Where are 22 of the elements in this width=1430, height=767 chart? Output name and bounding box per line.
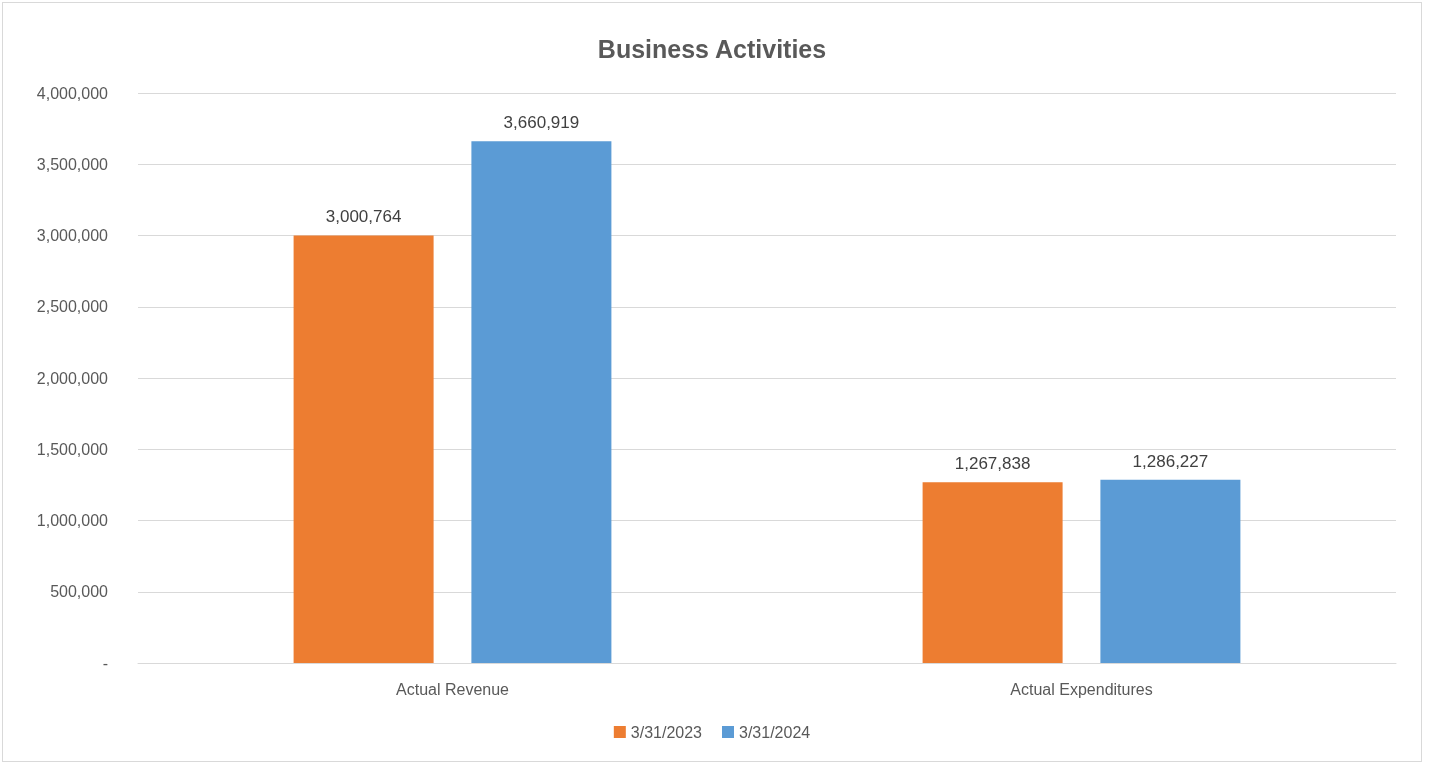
y-tick-label: 2,000,000 [36, 369, 109, 387]
data-label: 3,660,919 [503, 113, 580, 133]
x-tick-label: Actual Revenue [396, 680, 510, 698]
y-tick-label: 4,000,000 [36, 84, 109, 102]
y-tick-label: 3,000,000 [36, 227, 109, 244]
y-tick-label: 3,500,000 [36, 155, 109, 173]
data-label: 3,000,764 [325, 207, 402, 227]
bar [922, 482, 1063, 663]
legend-label: 3/31/2023 [630, 723, 703, 741]
y-tick-label: 1,000,000 [36, 512, 109, 529]
bar [471, 141, 612, 663]
y-tick-label: 2,500,000 [36, 298, 109, 316]
y-tick-label: - [102, 654, 108, 672]
data-label: 1,267,838 [954, 454, 1031, 474]
data-label: 1,286,227 [1132, 451, 1209, 471]
bar [293, 235, 434, 663]
x-tick-label: Actual Expenditures [1010, 680, 1153, 698]
chart-title: Business Activities [597, 34, 827, 63]
bar [1100, 479, 1241, 663]
y-tick-label: 500,000 [50, 583, 109, 601]
legend-label: 3/31/2024 [739, 723, 811, 741]
y-tick-label: 1,500,000 [36, 440, 109, 458]
